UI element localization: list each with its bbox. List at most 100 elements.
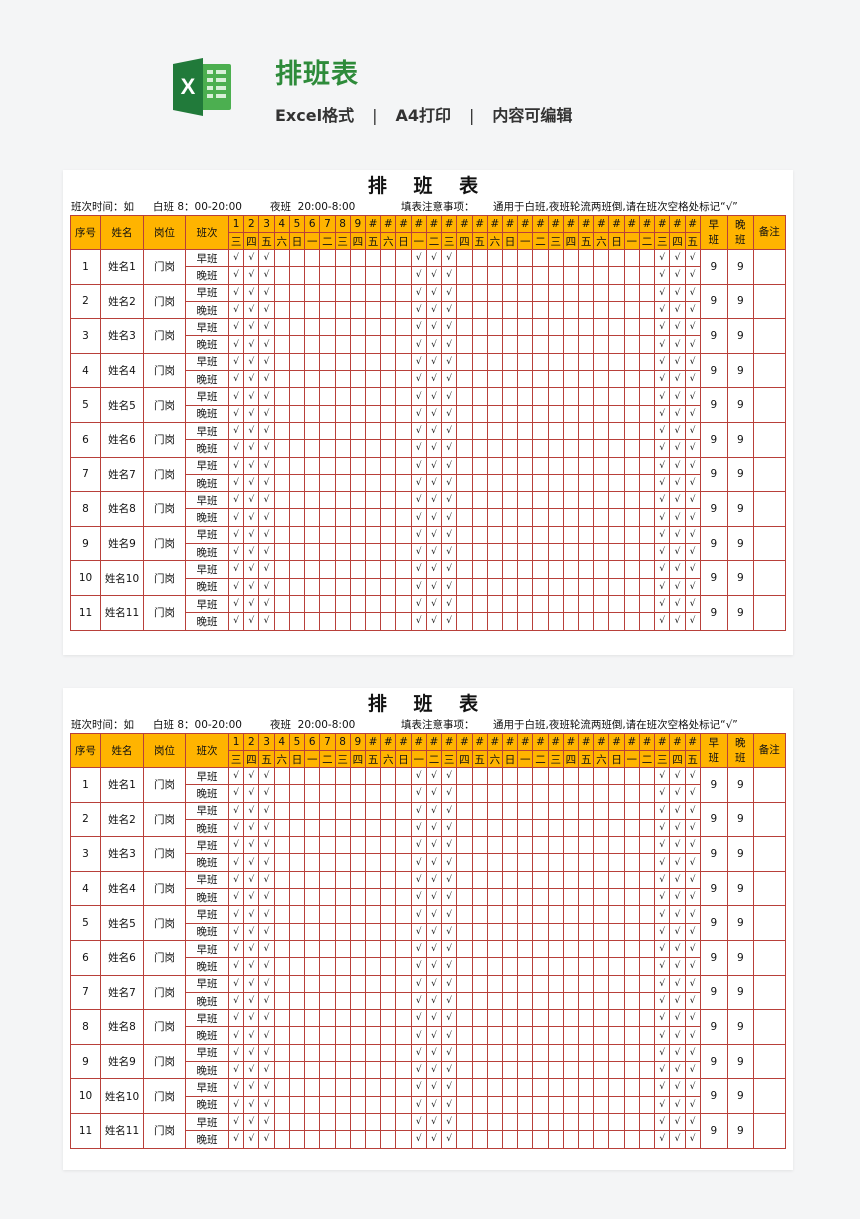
- empty-cell[interactable]: [349, 853, 366, 872]
- check-cell[interactable]: √: [441, 853, 458, 872]
- empty-cell[interactable]: [547, 543, 564, 562]
- check-cell[interactable]: √: [425, 853, 443, 872]
- empty-cell[interactable]: [532, 974, 549, 993]
- check-cell[interactable]: √: [669, 300, 686, 320]
- check-cell[interactable]: √: [258, 543, 275, 562]
- empty-cell[interactable]: [562, 335, 580, 354]
- empty-cell[interactable]: [593, 594, 610, 614]
- empty-cell[interactable]: [638, 491, 656, 510]
- empty-cell[interactable]: [608, 577, 625, 596]
- empty-cell[interactable]: [319, 404, 336, 423]
- empty-cell[interactable]: [380, 318, 397, 337]
- empty-cell[interactable]: [517, 1043, 534, 1063]
- empty-cell[interactable]: [273, 905, 290, 924]
- empty-cell[interactable]: [486, 974, 503, 993]
- check-cell[interactable]: √: [441, 473, 458, 493]
- check-cell[interactable]: √: [227, 300, 245, 320]
- empty-cell[interactable]: [593, 922, 610, 941]
- empty-cell[interactable]: [562, 421, 580, 441]
- empty-cell[interactable]: [273, 577, 290, 596]
- empty-cell[interactable]: [593, 456, 610, 475]
- empty-cell[interactable]: [638, 387, 656, 406]
- empty-cell[interactable]: [349, 1026, 366, 1045]
- empty-cell[interactable]: [486, 1026, 503, 1045]
- empty-cell[interactable]: [623, 801, 640, 820]
- empty-cell[interactable]: [578, 612, 595, 631]
- empty-cell[interactable]: [319, 888, 336, 907]
- check-cell[interactable]: √: [654, 318, 671, 337]
- empty-cell[interactable]: [471, 1026, 488, 1045]
- check-cell[interactable]: √: [441, 370, 458, 389]
- empty-cell[interactable]: [638, 1078, 656, 1097]
- empty-cell[interactable]: [380, 888, 397, 907]
- empty-cell[interactable]: [638, 1061, 656, 1080]
- check-cell[interactable]: √: [684, 922, 701, 941]
- empty-cell[interactable]: [578, 888, 595, 907]
- check-cell[interactable]: √: [684, 1026, 701, 1045]
- empty-cell[interactable]: [334, 473, 351, 493]
- empty-cell[interactable]: [288, 612, 306, 631]
- empty-cell[interactable]: [349, 577, 366, 596]
- empty-cell[interactable]: [501, 939, 519, 959]
- empty-cell[interactable]: [638, 991, 656, 1011]
- empty-cell[interactable]: [273, 1078, 290, 1097]
- empty-cell[interactable]: [623, 905, 640, 924]
- empty-cell[interactable]: [288, 318, 306, 337]
- empty-cell[interactable]: [562, 1095, 580, 1114]
- check-cell[interactable]: √: [410, 370, 427, 389]
- empty-cell[interactable]: [380, 612, 397, 631]
- empty-cell[interactable]: [304, 266, 321, 285]
- empty-cell[interactable]: [532, 300, 549, 320]
- empty-cell[interactable]: [486, 612, 503, 631]
- check-cell[interactable]: √: [654, 612, 671, 631]
- empty-cell[interactable]: [334, 922, 351, 941]
- check-cell[interactable]: √: [258, 404, 275, 423]
- empty-cell[interactable]: [471, 1043, 488, 1063]
- empty-cell[interactable]: [288, 939, 306, 959]
- empty-cell[interactable]: [304, 957, 321, 976]
- empty-cell[interactable]: [578, 543, 595, 562]
- empty-cell[interactable]: [517, 404, 534, 423]
- check-cell[interactable]: √: [227, 1130, 245, 1149]
- empty-cell[interactable]: [456, 1026, 473, 1045]
- empty-cell[interactable]: [517, 957, 534, 976]
- empty-cell[interactable]: [380, 404, 397, 423]
- empty-cell[interactable]: [273, 508, 290, 527]
- check-cell[interactable]: √: [258, 1112, 275, 1132]
- check-cell[interactable]: √: [243, 1026, 260, 1045]
- empty-cell[interactable]: [532, 473, 549, 493]
- check-cell[interactable]: √: [654, 300, 671, 320]
- empty-cell[interactable]: [380, 766, 397, 786]
- empty-cell[interactable]: [288, 1112, 306, 1132]
- check-cell[interactable]: √: [410, 266, 427, 285]
- empty-cell[interactable]: [456, 1061, 473, 1080]
- check-cell[interactable]: √: [684, 784, 701, 803]
- check-cell[interactable]: √: [410, 853, 427, 872]
- check-cell[interactable]: √: [441, 836, 458, 855]
- empty-cell[interactable]: [364, 1112, 382, 1132]
- empty-cell[interactable]: [593, 870, 610, 890]
- check-cell[interactable]: √: [654, 283, 671, 302]
- empty-cell[interactable]: [380, 1095, 397, 1114]
- empty-cell[interactable]: [319, 387, 336, 406]
- empty-cell[interactable]: [562, 1112, 580, 1132]
- empty-cell[interactable]: [364, 300, 382, 320]
- empty-cell[interactable]: [319, 525, 336, 545]
- empty-cell[interactable]: [623, 525, 640, 545]
- check-cell[interactable]: √: [684, 1043, 701, 1063]
- empty-cell[interactable]: [334, 248, 351, 268]
- empty-cell[interactable]: [334, 560, 351, 579]
- empty-cell[interactable]: [532, 1043, 549, 1063]
- check-cell[interactable]: √: [425, 387, 443, 406]
- empty-cell[interactable]: [395, 905, 412, 924]
- empty-cell[interactable]: [578, 283, 595, 302]
- check-cell[interactable]: √: [243, 1130, 260, 1149]
- check-cell[interactable]: √: [669, 905, 686, 924]
- empty-cell[interactable]: [593, 1043, 610, 1063]
- empty-cell[interactable]: [517, 974, 534, 993]
- empty-cell[interactable]: [578, 525, 595, 545]
- check-cell[interactable]: √: [227, 525, 245, 545]
- check-cell[interactable]: √: [227, 248, 245, 268]
- empty-cell[interactable]: [395, 404, 412, 423]
- check-cell[interactable]: √: [684, 1112, 701, 1132]
